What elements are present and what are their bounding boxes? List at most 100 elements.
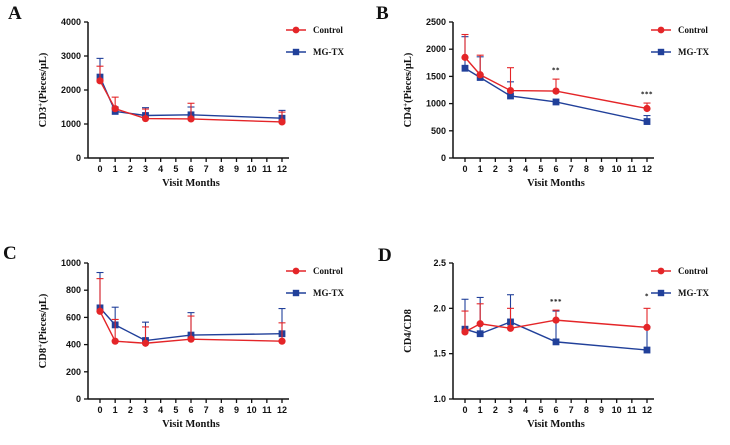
svg-text:2000: 2000 xyxy=(61,85,81,95)
svg-text:6: 6 xyxy=(188,164,193,174)
svg-text:2: 2 xyxy=(128,164,133,174)
svg-text:9: 9 xyxy=(234,164,239,174)
svg-text:2: 2 xyxy=(493,164,498,174)
panel-b: B 0 500 1000 1500 2000 2500 0 1 2 3 4 5 6 7 8 9 10 11 12 Vi… xyxy=(365,0,730,222)
svg-text:1500: 1500 xyxy=(426,71,446,81)
svg-text:4000: 4000 xyxy=(61,17,81,27)
svg-text:6: 6 xyxy=(553,164,558,174)
svg-text:12: 12 xyxy=(277,405,287,415)
svg-text:7: 7 xyxy=(204,164,209,174)
svg-text:0: 0 xyxy=(441,153,446,163)
panel-label-b: B xyxy=(376,3,389,24)
svg-text:2.0: 2.0 xyxy=(433,303,446,313)
svg-text:6: 6 xyxy=(188,405,193,415)
svg-text:CD8+(Pieces/μL): CD8+(Pieces/μL) xyxy=(37,293,50,368)
panel-a: A 0 1000 2000 3000 4000 0 1 2 3 4 5 6 7 8 9 10 11 12 Visit… xyxy=(0,0,365,222)
svg-text:Visit Months: Visit Months xyxy=(162,178,220,189)
svg-text:Visit Months: Visit Months xyxy=(527,419,585,430)
svg-text:0: 0 xyxy=(97,405,102,415)
svg-text:5: 5 xyxy=(173,164,178,174)
svg-text:12: 12 xyxy=(642,405,652,415)
svg-text:3000: 3000 xyxy=(61,51,81,61)
svg-text:2.5: 2.5 xyxy=(433,258,446,268)
svg-text:CD3+(Pieces/μL): CD3+(Pieces/μL) xyxy=(37,52,50,127)
svg-text:4: 4 xyxy=(523,164,528,174)
svg-text:10: 10 xyxy=(247,164,257,174)
svg-text:7: 7 xyxy=(204,405,209,415)
svg-text:1.5: 1.5 xyxy=(433,349,446,359)
svg-text:2500: 2500 xyxy=(426,17,446,27)
svg-text:11: 11 xyxy=(627,405,637,415)
svg-text:5: 5 xyxy=(538,405,543,415)
svg-text:8: 8 xyxy=(584,164,589,174)
svg-text:8: 8 xyxy=(584,405,589,415)
svg-text:Control: Control xyxy=(313,25,343,35)
svg-text:8: 8 xyxy=(219,405,224,415)
svg-text:9: 9 xyxy=(599,405,604,415)
svg-text:800: 800 xyxy=(66,285,81,295)
svg-text:3: 3 xyxy=(508,164,513,174)
panel-label-d: D xyxy=(378,245,392,266)
svg-text:8: 8 xyxy=(219,164,224,174)
svg-text:7: 7 xyxy=(569,164,574,174)
svg-text:2: 2 xyxy=(493,405,498,415)
svg-text:3: 3 xyxy=(143,164,148,174)
svg-text:Control: Control xyxy=(678,25,708,35)
svg-text:0: 0 xyxy=(462,405,467,415)
svg-text:***: *** xyxy=(550,298,562,306)
svg-text:12: 12 xyxy=(642,164,652,174)
svg-text:11: 11 xyxy=(627,164,637,174)
panel-label-a: A xyxy=(8,3,22,24)
svg-text:5: 5 xyxy=(538,164,543,174)
panel-d: D 1.0 1.5 2.0 2.5 0 1 2 3 4 5 6 7 8 9 10 11 12 Visit Mont… xyxy=(365,222,730,445)
svg-text:0: 0 xyxy=(76,153,81,163)
svg-text:10: 10 xyxy=(612,164,622,174)
svg-text:11: 11 xyxy=(262,405,272,415)
svg-text:9: 9 xyxy=(599,164,604,174)
svg-text:*: * xyxy=(645,292,649,300)
svg-text:**: ** xyxy=(552,67,560,75)
svg-text:500: 500 xyxy=(431,126,446,136)
svg-text:1.0: 1.0 xyxy=(433,394,446,404)
svg-text:0: 0 xyxy=(76,394,81,404)
svg-text:Visit Months: Visit Months xyxy=(527,178,585,189)
svg-text:MG-TX: MG-TX xyxy=(678,47,709,57)
svg-text:1000: 1000 xyxy=(426,99,446,109)
svg-text:4: 4 xyxy=(158,164,163,174)
svg-text:1000: 1000 xyxy=(61,258,81,268)
svg-text:5: 5 xyxy=(173,405,178,415)
svg-text:600: 600 xyxy=(66,312,81,322)
svg-text:***: *** xyxy=(641,91,653,99)
panel-label-c: C xyxy=(3,243,17,264)
svg-text:2: 2 xyxy=(128,405,133,415)
svg-text:11: 11 xyxy=(262,164,272,174)
svg-text:200: 200 xyxy=(66,367,81,377)
svg-text:MG-TX: MG-TX xyxy=(313,288,344,298)
svg-text:CD4/CD8: CD4/CD8 xyxy=(403,309,414,353)
svg-text:Control: Control xyxy=(313,266,343,276)
svg-text:1: 1 xyxy=(478,164,483,174)
svg-text:400: 400 xyxy=(66,340,81,350)
svg-text:10: 10 xyxy=(247,405,257,415)
svg-text:4: 4 xyxy=(523,405,528,415)
svg-text:MG-TX: MG-TX xyxy=(313,47,344,57)
svg-text:3: 3 xyxy=(143,405,148,415)
svg-text:1: 1 xyxy=(113,405,118,415)
svg-text:Visit Months: Visit Months xyxy=(162,419,220,430)
svg-text:6: 6 xyxy=(553,405,558,415)
svg-text:1: 1 xyxy=(113,164,118,174)
svg-text:MG-TX: MG-TX xyxy=(678,288,709,298)
svg-text:1000: 1000 xyxy=(61,119,81,129)
svg-text:10: 10 xyxy=(612,405,622,415)
svg-text:0: 0 xyxy=(97,164,102,174)
svg-text:4: 4 xyxy=(158,405,163,415)
svg-text:9: 9 xyxy=(234,405,239,415)
svg-text:CD4+(Pieces/μL): CD4+(Pieces/μL) xyxy=(402,52,415,127)
svg-text:1: 1 xyxy=(478,405,483,415)
svg-text:2000: 2000 xyxy=(426,44,446,54)
